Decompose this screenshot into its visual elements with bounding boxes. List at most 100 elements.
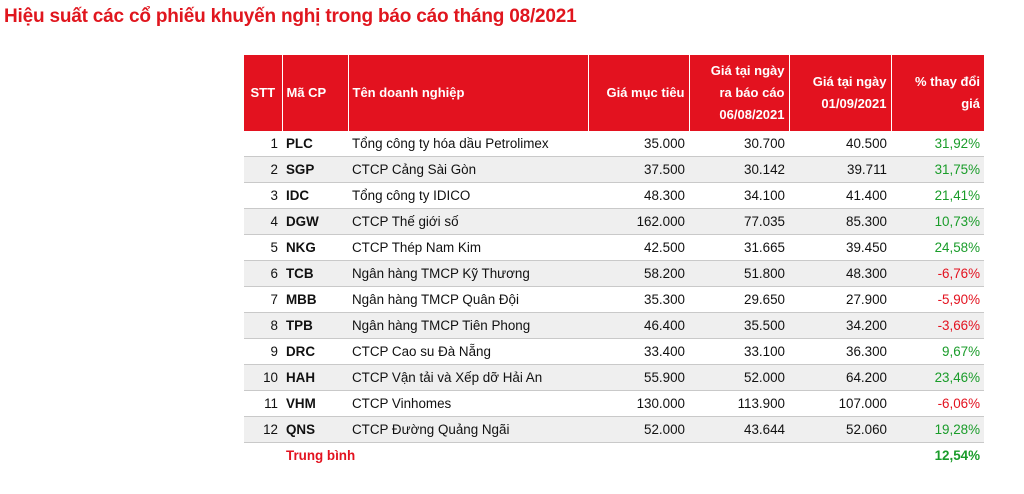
cell-current-price: 34.200 — [789, 312, 891, 339]
table-row: 8 TPB Ngân hàng TMCP Tiên Phong 46.400 35.50… — [244, 312, 984, 339]
cell-change: 19,28% — [891, 416, 984, 443]
cell-change: -6,06% — [891, 390, 984, 417]
cell-report-price: 43.644 — [689, 416, 789, 443]
cell-stt: 11 — [244, 390, 282, 417]
cell-ticker: HAH — [282, 364, 348, 391]
cell-ticker: TCB — [282, 260, 348, 287]
cell-company: CTCP Vinhomes — [348, 390, 588, 417]
header-current-price-line1: Giá tại ngày — [812, 74, 887, 89]
cell-ticker: NKG — [282, 234, 348, 261]
cell-company: Ngân hàng TMCP Quân Đội — [348, 286, 588, 313]
cell-target-price: 130.000 — [588, 390, 689, 417]
header-stt: STT — [244, 55, 283, 131]
average-spacer — [689, 443, 789, 468]
table-row: 6 TCB Ngân hàng TMCP Kỹ Thương 58.200 51.800… — [244, 260, 984, 287]
cell-stt: 3 — [244, 182, 282, 209]
cell-current-price: 27.900 — [789, 286, 891, 313]
cell-ticker: SGP — [282, 156, 348, 183]
average-row: Trung bình 12,54% — [244, 443, 984, 468]
table-row: 12 QNS CTCP Đường Quảng Ngãi 52.000 43.644 52… — [244, 416, 984, 443]
cell-change: 23,46% — [891, 364, 984, 391]
cell-change: 10,73% — [891, 208, 984, 235]
cell-change: -5,90% — [891, 286, 984, 313]
header-current-price: Giá tại ngày 01/09/2021 — [789, 55, 892, 131]
cell-target-price: 33.400 — [588, 338, 689, 365]
header-report-price: Giá tại ngày ra báo cáo 06/08/2021 — [689, 55, 790, 131]
cell-ticker: MBB — [282, 286, 348, 313]
cell-report-price: 52.000 — [689, 364, 789, 391]
cell-report-price: 51.800 — [689, 260, 789, 287]
cell-report-price: 31.665 — [689, 234, 789, 261]
cell-report-price: 30.700 — [689, 131, 789, 157]
cell-change: 31,75% — [891, 156, 984, 183]
table-row: 7 MBB Ngân hàng TMCP Quân Đội 35.300 29.650 2… — [244, 286, 984, 313]
cell-current-price: 107.000 — [789, 390, 891, 417]
cell-report-price: 29.650 — [689, 286, 789, 313]
header-report-price-line1: Giá tại ngày — [710, 63, 785, 78]
cell-report-price: 34.100 — [689, 182, 789, 209]
cell-change: 9,67% — [891, 338, 984, 365]
cell-stt: 7 — [244, 286, 282, 313]
cell-ticker: VHM — [282, 390, 348, 417]
cell-company: CTCP Cảng Sài Gòn — [348, 156, 588, 183]
cell-change: 21,41% — [891, 182, 984, 209]
cell-stt: 9 — [244, 338, 282, 365]
cell-report-price: 30.142 — [689, 156, 789, 183]
cell-company: Ngân hàng TMCP Kỹ Thương — [348, 260, 588, 287]
cell-stt: 4 — [244, 208, 282, 235]
header-report-price-line3: 06/08/2021 — [719, 107, 785, 122]
header-target-price: Giá mục tiêu — [588, 55, 690, 131]
cell-current-price: 64.200 — [789, 364, 891, 391]
cell-company: CTCP Cao su Đà Nẵng — [348, 338, 588, 365]
cell-company: Ngân hàng TMCP Tiên Phong — [348, 312, 588, 339]
table-row: 5 NKG CTCP Thép Nam Kim 42.500 31.665 39.450 2… — [244, 234, 984, 261]
cell-ticker: DGW — [282, 208, 348, 235]
cell-ticker: TPB — [282, 312, 348, 339]
table-header-row: STT Mã CP Tên doanh nghiệp Giá mục tiêu … — [244, 55, 984, 131]
table-row: 4 DGW CTCP Thế giới số 162.000 77.035 85.300 1… — [244, 208, 984, 235]
cell-stt: 5 — [244, 234, 282, 261]
cell-current-price: 40.500 — [789, 131, 891, 157]
stock-performance-table: STT Mã CP Tên doanh nghiệp Giá mục tiêu … — [244, 55, 984, 467]
cell-target-price: 55.900 — [588, 364, 689, 391]
cell-target-price: 35.300 — [588, 286, 689, 313]
cell-target-price: 37.500 — [588, 156, 689, 183]
average-value: 12,54% — [934, 447, 980, 463]
table-body: 1 PLC Tổng công ty hóa dầu Petrolimex 35.00… — [244, 131, 984, 443]
cell-ticker: QNS — [282, 416, 348, 443]
cell-company: Tổng công ty hóa dầu Petrolimex — [348, 131, 588, 157]
cell-current-price: 39.450 — [789, 234, 891, 261]
cell-company: CTCP Thế giới số — [348, 208, 588, 235]
cell-target-price: 52.000 — [588, 416, 689, 443]
cell-company: CTCP Đường Quảng Ngãi — [348, 416, 588, 443]
cell-current-price: 36.300 — [789, 338, 891, 365]
cell-target-price: 162.000 — [588, 208, 689, 235]
cell-current-price: 85.300 — [789, 208, 891, 235]
header-report-price-line2: ra báo cáo — [719, 85, 785, 100]
header-ticker: Mã CP — [282, 55, 349, 131]
cell-ticker: PLC — [282, 131, 348, 157]
cell-report-price: 35.500 — [689, 312, 789, 339]
average-label: Trung bình — [286, 447, 356, 463]
table-row: 10 HAH CTCP Vận tải và Xếp dỡ Hải An 55.900… — [244, 364, 984, 391]
cell-target-price: 35.000 — [588, 131, 689, 157]
header-change: % thay đổi giá — [891, 55, 984, 131]
table-row: 11 VHM CTCP Vinhomes 130.000 113.900 107.000-… — [244, 390, 984, 417]
cell-current-price: 48.300 — [789, 260, 891, 287]
cell-stt: 10 — [244, 364, 282, 391]
cell-change: 31,92% — [891, 131, 984, 157]
cell-report-price: 77.035 — [689, 208, 789, 235]
cell-stt: 2 — [244, 156, 282, 183]
cell-stt: 12 — [244, 416, 282, 443]
cell-company: Tổng công ty IDICO — [348, 182, 588, 209]
cell-current-price: 41.400 — [789, 182, 891, 209]
cell-change: 24,58% — [891, 234, 984, 261]
cell-stt: 8 — [244, 312, 282, 339]
cell-change: -3,66% — [891, 312, 984, 339]
cell-current-price: 52.060 — [789, 416, 891, 443]
cell-company: CTCP Vận tải và Xếp dỡ Hải An — [348, 364, 588, 391]
table-row: 1 PLC Tổng công ty hóa dầu Petrolimex 35.00… — [244, 131, 984, 157]
cell-ticker: IDC — [282, 182, 348, 209]
cell-report-price: 113.900 — [689, 390, 789, 417]
cell-company: CTCP Thép Nam Kim — [348, 234, 588, 261]
